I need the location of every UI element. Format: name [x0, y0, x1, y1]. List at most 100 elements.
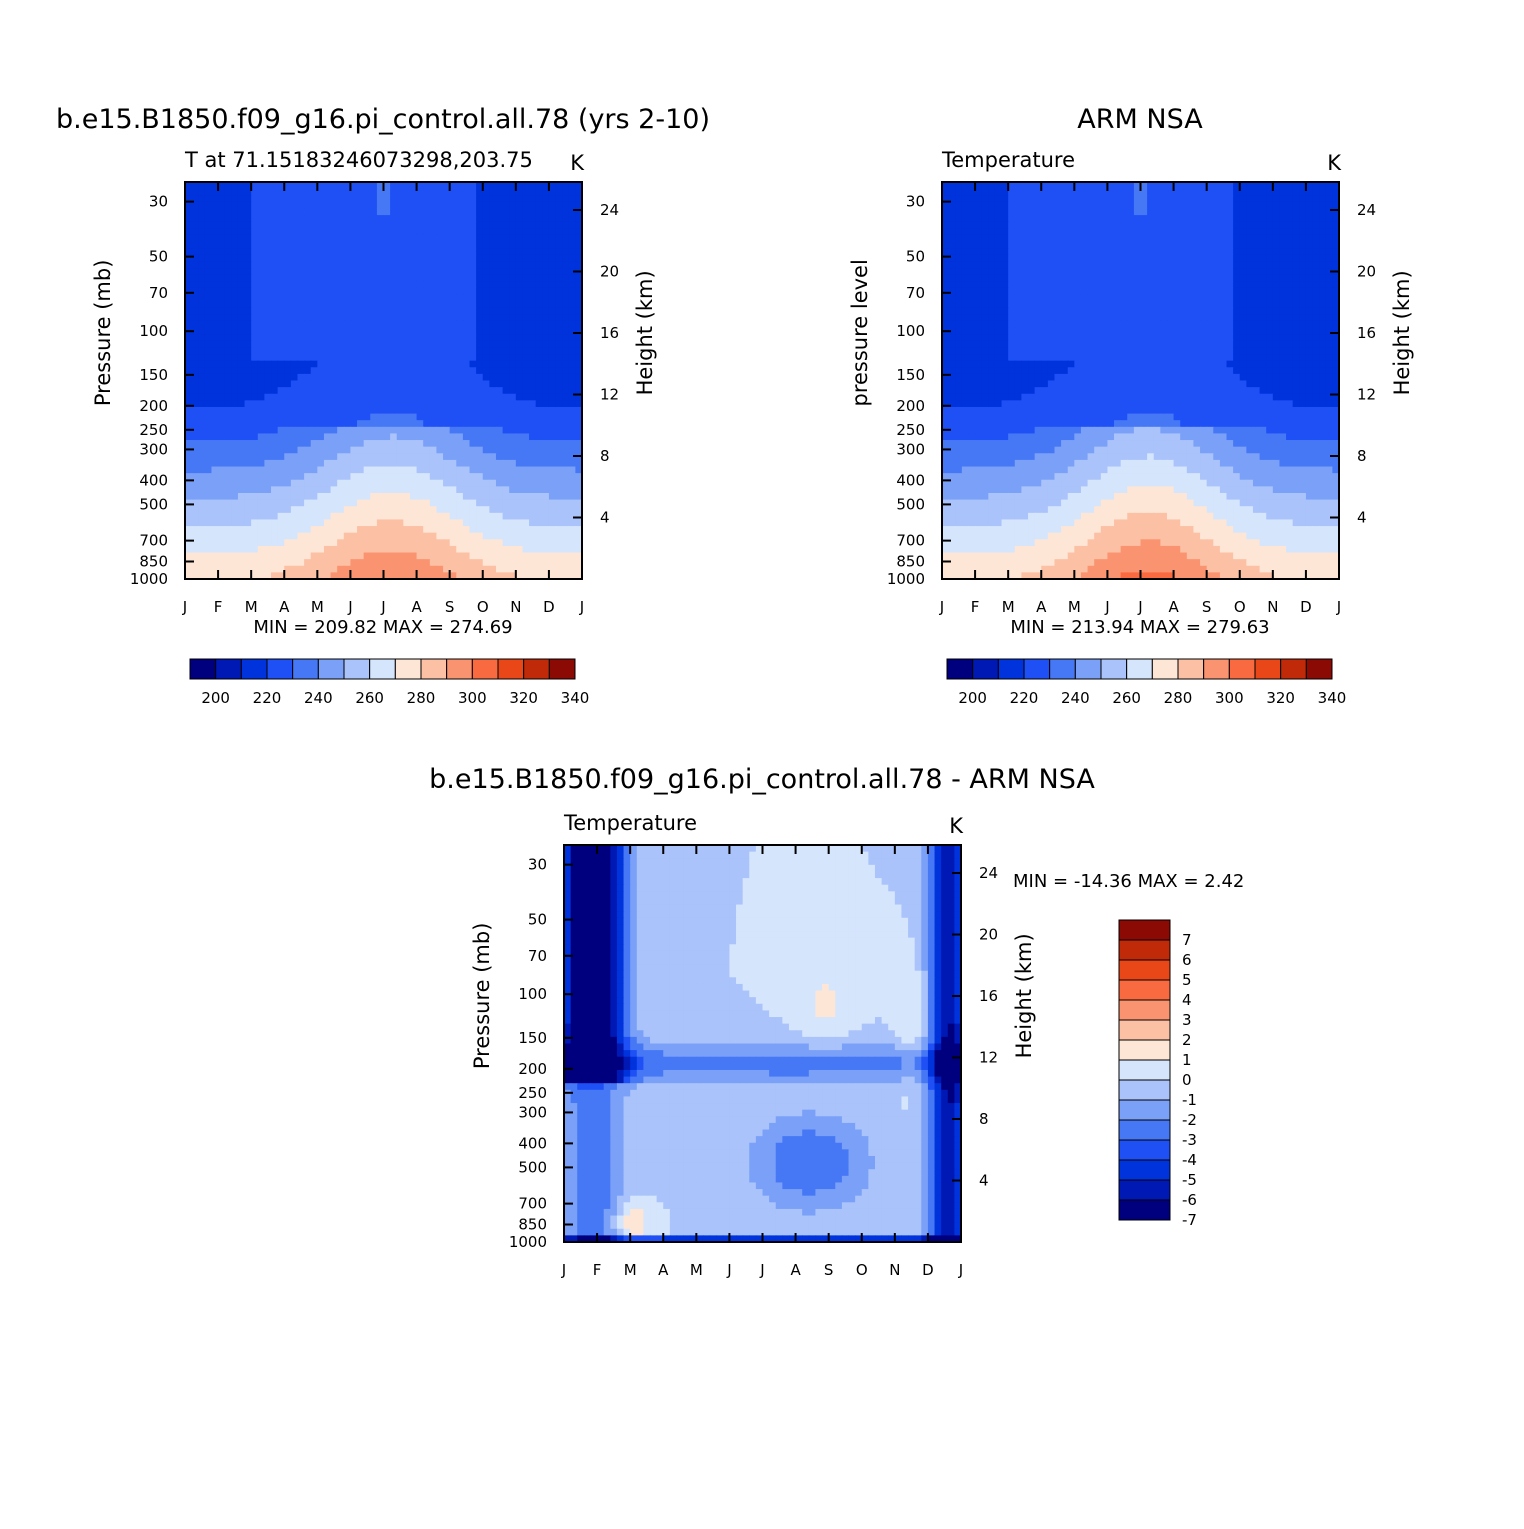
field-cell	[1114, 268, 1122, 276]
field-cell	[191, 301, 199, 309]
field-cell	[290, 387, 299, 395]
field-cell	[198, 459, 206, 468]
field-cell	[390, 234, 398, 243]
field-cell	[363, 234, 371, 243]
field-cell	[489, 479, 497, 487]
field-cell	[231, 347, 239, 355]
field-cell	[522, 426, 530, 435]
field-cell	[522, 301, 530, 309]
field-cell	[575, 287, 583, 296]
field-cell	[204, 433, 213, 441]
field-cell	[350, 248, 358, 256]
field-cell	[224, 559, 232, 567]
field-cell	[1041, 182, 1049, 190]
field-cell	[191, 519, 199, 527]
field-cell	[376, 552, 385, 560]
field-cell	[317, 552, 325, 560]
field-cell	[1266, 281, 1274, 289]
field-cell	[218, 486, 226, 494]
field-cell	[211, 532, 219, 540]
field-cell	[575, 539, 583, 547]
field-cell	[297, 287, 305, 296]
field-cell	[330, 406, 338, 415]
field-cell	[502, 413, 510, 421]
field-cell	[1279, 320, 1287, 329]
field-cell	[948, 208, 956, 216]
field-cell	[218, 459, 226, 468]
field-cell	[1186, 215, 1195, 223]
field-cell	[390, 499, 398, 507]
field-cell	[343, 320, 352, 329]
field-cell	[396, 552, 404, 560]
field-cell	[1140, 268, 1148, 276]
field-cell	[370, 221, 378, 229]
field-cell	[568, 241, 576, 249]
field-cell	[1047, 301, 1056, 309]
field-cell	[515, 234, 524, 243]
field-cell	[568, 360, 576, 368]
field-cell	[1094, 248, 1102, 256]
field-cell	[198, 446, 206, 454]
field-cell	[244, 453, 252, 461]
field-cell	[1305, 268, 1314, 276]
field-cell	[423, 294, 431, 302]
field-cell	[257, 400, 265, 408]
field-cell	[1041, 268, 1049, 276]
field-cell	[462, 221, 471, 229]
field-cell	[942, 248, 950, 256]
field-cell	[409, 565, 418, 573]
field-cell	[416, 294, 424, 302]
field-cell	[1173, 314, 1181, 322]
field-cell	[231, 307, 239, 315]
field-cell	[403, 347, 411, 355]
field-cell	[1008, 261, 1016, 269]
field-cell	[277, 340, 285, 349]
field-cell	[211, 565, 219, 573]
field-cell	[357, 492, 365, 501]
field-cell	[955, 188, 963, 196]
field-cell	[522, 559, 530, 567]
field-cell	[1094, 215, 1102, 223]
field-cell	[297, 274, 305, 282]
field-cell	[482, 393, 490, 401]
field-cell	[988, 248, 996, 256]
field-cell	[469, 473, 477, 481]
field-cell	[961, 248, 970, 256]
field-cell	[1193, 268, 1201, 276]
field-cell	[317, 380, 325, 388]
field-cell	[231, 261, 239, 269]
field-cell	[1114, 215, 1122, 223]
field-cell	[436, 307, 444, 315]
field-cell	[337, 453, 345, 461]
field-cell	[1252, 287, 1261, 296]
field-cell	[555, 420, 563, 428]
field-cell	[323, 373, 332, 382]
field-cell	[290, 248, 299, 256]
field-cell	[310, 459, 318, 468]
field-cell	[284, 354, 292, 362]
field-cell	[350, 373, 358, 382]
field-cell	[575, 301, 583, 309]
field-cell	[343, 380, 352, 388]
field-cell	[436, 552, 444, 560]
field-cell	[251, 215, 259, 223]
field-cell	[429, 307, 438, 315]
field-cell	[251, 221, 259, 229]
field-cell	[370, 506, 378, 514]
field-cell	[383, 512, 391, 521]
field-cell	[1292, 261, 1300, 269]
field-cell	[489, 473, 497, 481]
field-cell	[383, 294, 391, 302]
field-cell	[1080, 274, 1089, 282]
field-cell	[317, 473, 325, 481]
field-cell	[310, 241, 318, 249]
field-cell	[310, 466, 318, 474]
field-cell	[1021, 254, 1029, 262]
field-cell	[482, 413, 490, 421]
field-cell	[1246, 301, 1254, 309]
field-cell	[330, 281, 338, 289]
field-cell	[218, 195, 226, 203]
field-cell	[1100, 234, 1109, 243]
field-cell	[1286, 301, 1294, 309]
field-cell	[502, 294, 510, 302]
